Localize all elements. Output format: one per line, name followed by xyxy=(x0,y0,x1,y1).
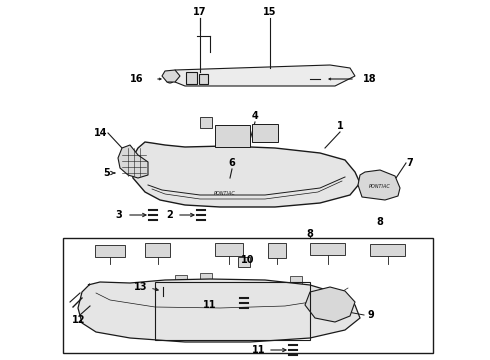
Polygon shape xyxy=(358,170,400,200)
Polygon shape xyxy=(252,124,278,142)
Polygon shape xyxy=(130,142,360,207)
Bar xyxy=(155,282,310,340)
Text: 7: 7 xyxy=(407,158,414,168)
Bar xyxy=(215,243,243,256)
Bar xyxy=(290,276,302,284)
Text: 5: 5 xyxy=(103,168,110,178)
Text: 11: 11 xyxy=(203,300,217,310)
Polygon shape xyxy=(118,145,148,178)
Text: 6: 6 xyxy=(229,158,235,168)
Circle shape xyxy=(308,78,310,80)
Text: 17: 17 xyxy=(193,7,207,17)
Text: 10: 10 xyxy=(241,255,255,265)
Text: 13: 13 xyxy=(133,282,147,292)
Circle shape xyxy=(226,177,232,183)
Polygon shape xyxy=(186,72,197,84)
Polygon shape xyxy=(199,74,208,84)
Polygon shape xyxy=(175,65,355,86)
Bar xyxy=(145,243,170,257)
Bar xyxy=(175,275,187,283)
Polygon shape xyxy=(162,70,180,82)
Bar xyxy=(310,243,345,255)
Polygon shape xyxy=(200,117,212,128)
Polygon shape xyxy=(78,279,360,342)
Text: 11: 11 xyxy=(251,345,265,355)
Text: 14: 14 xyxy=(94,128,107,138)
Bar xyxy=(370,244,405,256)
Bar xyxy=(200,273,212,281)
Text: PONTIAC: PONTIAC xyxy=(369,184,391,189)
Text: 4: 4 xyxy=(252,111,258,121)
Polygon shape xyxy=(305,287,355,322)
Polygon shape xyxy=(215,125,250,147)
Text: 16: 16 xyxy=(129,74,143,84)
Text: 15: 15 xyxy=(263,7,277,17)
Text: 3: 3 xyxy=(115,210,122,220)
Text: 9: 9 xyxy=(367,310,374,320)
Text: 1: 1 xyxy=(337,121,343,131)
Text: 8: 8 xyxy=(307,229,314,239)
Text: 2: 2 xyxy=(166,210,173,220)
Bar xyxy=(95,245,125,257)
Text: PONTIAC: PONTIAC xyxy=(214,190,236,195)
Bar xyxy=(238,257,250,267)
Text: 18: 18 xyxy=(363,74,377,84)
Text: 12: 12 xyxy=(72,315,85,325)
Bar xyxy=(63,238,433,353)
Bar xyxy=(268,243,286,258)
Text: 8: 8 xyxy=(376,217,384,227)
